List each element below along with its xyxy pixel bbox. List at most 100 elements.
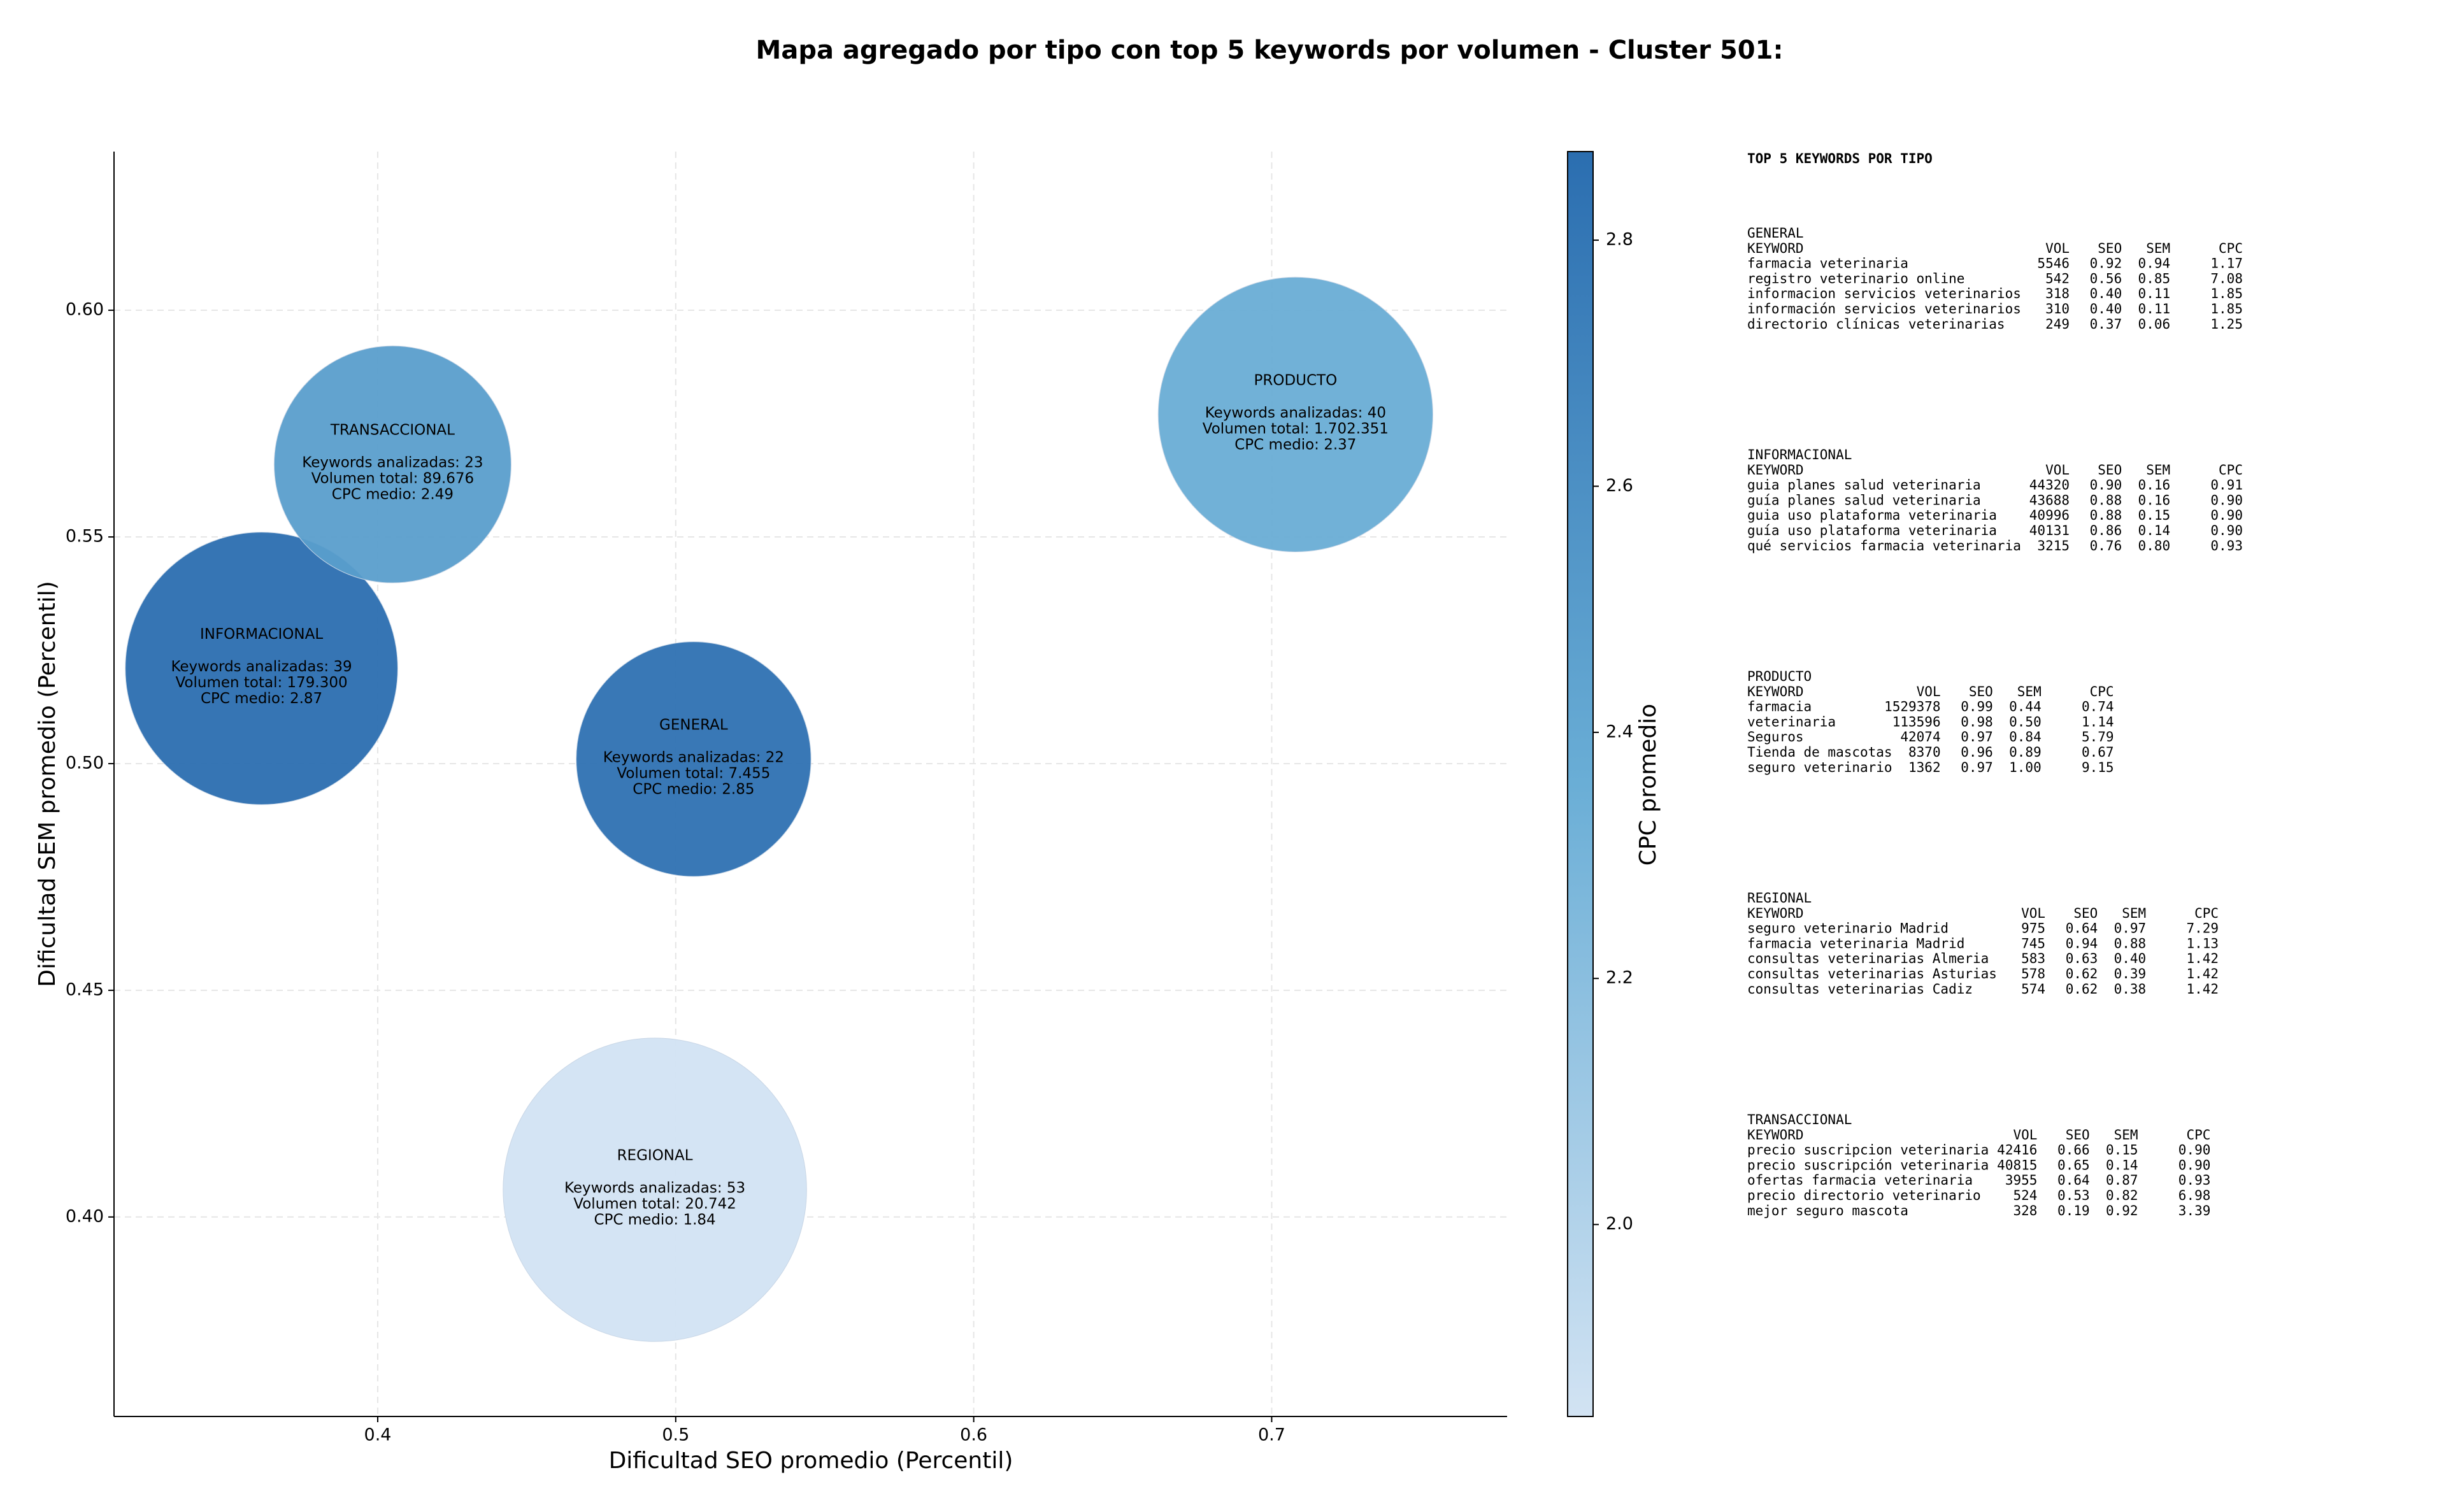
table-cell: 318 (2045, 286, 2070, 301)
table-cell: 745 (2021, 936, 2045, 951)
section-title: REGIONAL (1747, 890, 1812, 906)
table-cell: 0.40 (2114, 951, 2147, 966)
table-cell: 0.62 (2066, 966, 2098, 981)
colorbar-tick-label: 2.2 (1606, 968, 1633, 988)
colorbar-tick-label: 2.0 (1606, 1214, 1633, 1234)
table-cell: 0.11 (2138, 301, 2171, 317)
table-cell: farmacia (1747, 699, 1812, 715)
table-cell: farmacia veterinaria Madrid (1747, 936, 1964, 951)
colorbar (1567, 151, 1594, 1417)
table-cell: 42074 (1900, 729, 1940, 745)
colorbar-tick-label: 2.6 (1606, 476, 1633, 496)
bubble (125, 532, 398, 805)
table-cell: 0.94 (2138, 256, 2171, 271)
y-tick-label: 0.55 (66, 527, 104, 546)
x-tick-label: 0.4 (364, 1425, 392, 1445)
y-axis-label: Dificultad SEM promedio (Percentil) (34, 581, 61, 987)
table-cell: 1.85 (2210, 301, 2243, 317)
table-cell: veterinaria (1747, 714, 1836, 729)
table-cell: 0.87 (2106, 1173, 2138, 1188)
table-cell: Tienda de mascotas (1747, 745, 1892, 760)
table-cell: 40996 (2029, 508, 2070, 523)
bubble-label: CPC medio: 2.49 (332, 487, 454, 503)
table-cell: 0.40 (2090, 301, 2122, 317)
bubble-label: Keywords analizadas: 22 (603, 749, 784, 766)
column-header: CPC (2090, 684, 2114, 699)
table-cell: 975 (2021, 921, 2045, 936)
table-cell: 5546 (2037, 256, 2070, 271)
table-cell: 0.82 (2106, 1188, 2138, 1203)
column-header: KEYWORD (1747, 684, 1804, 699)
table-cell: 0.98 (1961, 714, 1993, 729)
table-cell: 3.39 (2178, 1203, 2211, 1218)
table-cell: 1.42 (2186, 981, 2219, 997)
table-cell: 0.65 (2057, 1157, 2090, 1173)
table-cell: 524 (2013, 1188, 2037, 1203)
bubble-label: Keywords analizadas: 40 (1205, 404, 1386, 421)
column-header: CPC (2194, 906, 2219, 921)
table-cell: 42416 (1997, 1143, 2037, 1158)
table-cell: 0.90 (2210, 523, 2243, 538)
table-cell: 0.91 (2210, 478, 2243, 493)
table-cell: 583 (2021, 951, 2045, 966)
table-cell: 113596 (1892, 714, 1941, 729)
colorbar-tick-label: 2.8 (1606, 230, 1633, 250)
table-cell: farmacia veterinaria (1747, 256, 1908, 271)
column-header: VOL (1917, 684, 1941, 699)
table-cell: 0.15 (2106, 1143, 2138, 1158)
table-cell: 8370 (1908, 745, 1941, 760)
table-cell: 0.90 (2210, 492, 2243, 508)
column-header: VOL (2013, 1127, 2037, 1143)
column-header: CPC (2186, 1127, 2210, 1143)
table-cell: 0.80 (2138, 538, 2171, 553)
column-header: SEO (2098, 241, 2122, 256)
table-cell: seguro veterinario Madrid (1747, 921, 1949, 936)
table-cell: 0.84 (2009, 729, 2042, 745)
column-header: KEYWORD (1747, 241, 1804, 256)
table-cell: 0.97 (2114, 921, 2147, 936)
table-cell: precio suscripcion veterinaria (1747, 1143, 1989, 1158)
table-cell: 0.40 (2090, 286, 2122, 301)
table-cell: 249 (2045, 317, 2070, 332)
table-cell: 0.92 (2106, 1203, 2138, 1218)
y-tick-label: 0.60 (66, 300, 104, 320)
column-header: VOL (2021, 906, 2045, 921)
column-header: KEYWORD (1747, 462, 1804, 478)
table-cell: guía planes salud veterinaria (1747, 492, 1981, 508)
table-cell: 7.08 (2210, 271, 2243, 286)
table-cell: 0.74 (2082, 699, 2114, 715)
table-cell: consultas veterinarias Almeria (1747, 951, 1989, 966)
table-cell: consultas veterinarias Asturias (1747, 966, 1997, 981)
table-cell: 1.25 (2210, 317, 2243, 332)
table-cell: 0.92 (2090, 256, 2122, 271)
column-header: SEM (2146, 462, 2170, 478)
table-cell: 9.15 (2082, 760, 2114, 775)
column-header: CPC (2219, 462, 2243, 478)
table-cell: guia planes salud veterinaria (1747, 478, 1981, 493)
bubble-label: Keywords analizadas: 23 (302, 455, 483, 471)
table-cell: precio directorio veterinario (1747, 1188, 1981, 1203)
bubble-name: INFORMACIONAL (200, 626, 323, 643)
column-header: SEM (2017, 684, 2042, 699)
table-cell: 0.19 (2057, 1203, 2090, 1218)
table-cell: 0.64 (2066, 921, 2098, 936)
bubble-label: Volumen total: 1.702.351 (1203, 420, 1389, 437)
x-tick-label: 0.5 (662, 1425, 689, 1445)
table-cell: 5.79 (2082, 729, 2114, 745)
table-cell: 0.90 (2090, 478, 2122, 493)
table-cell: 0.53 (2057, 1188, 2090, 1203)
table-cell: 0.94 (2066, 936, 2098, 951)
table-cell: 0.11 (2138, 286, 2171, 301)
x-axis-label: Dificultad SEO promedio (Percentil) (609, 1448, 1013, 1474)
table-cell: 1.42 (2186, 951, 2219, 966)
column-header: SEM (2146, 241, 2170, 256)
table-cell: 40131 (2029, 523, 2070, 538)
section-title: GENERAL (1747, 225, 1804, 241)
column-header: SEO (2073, 906, 2098, 921)
table-cell: 3215 (2037, 538, 2070, 553)
column-header: SEO (2066, 1127, 2090, 1143)
bubble-label: CPC medio: 2.85 (633, 781, 754, 797)
bubble-label: Volumen total: 179.300 (175, 674, 347, 691)
table-cell: 0.67 (2082, 745, 2114, 760)
table-cell: 43688 (2029, 492, 2070, 508)
